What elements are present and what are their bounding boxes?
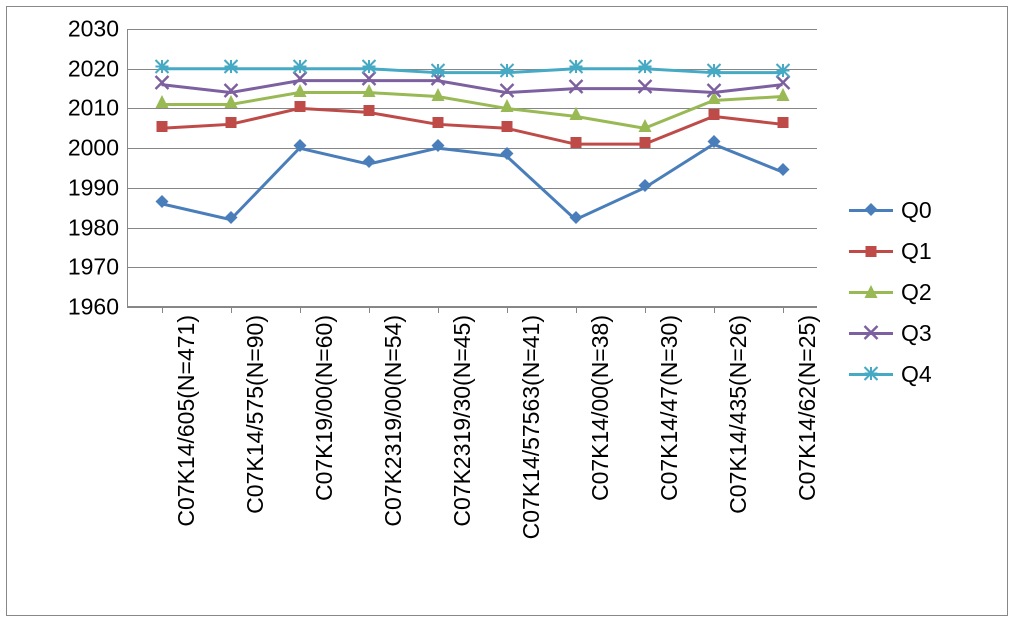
xtick-label: C07K14/47(N=30): [656, 315, 683, 501]
xtick-label: C07K14/605(N=471): [173, 315, 200, 527]
xtick-mark: [507, 307, 508, 313]
legend-label: Q1: [901, 238, 932, 265]
legend-item-Q2: Q2: [849, 279, 932, 306]
legend-marker-icon: [866, 244, 877, 262]
legend-item-Q1: Q1: [849, 238, 932, 265]
xtick-label: C07K14/435(N=26): [725, 315, 752, 514]
xtick-mark: [231, 307, 232, 313]
ytick-label: 1990: [68, 174, 127, 201]
xtick-mark: [783, 307, 784, 313]
marker-Q4: [224, 60, 237, 78]
legend-item-Q0: Q0: [849, 197, 932, 224]
ytick-label: 2030: [68, 16, 127, 43]
ytick-label: 2010: [68, 95, 127, 122]
marker-Q4: [500, 64, 513, 82]
xtick-label: C07K14/57563(N=41): [518, 315, 545, 539]
xtick-label: C07K2319/30(N=45): [449, 315, 476, 527]
xtick-label: C07K19/00(N=60): [311, 315, 338, 501]
chart-legend: Q0 Q1 Q2 Q3 Q4: [849, 197, 932, 402]
xtick-mark: [300, 307, 301, 313]
legend-marker-icon: [865, 326, 878, 344]
legend-line-icon: [849, 291, 893, 294]
legend-line-icon: [849, 373, 893, 376]
legend-marker-icon: [865, 203, 878, 221]
xtick-label: C07K14/575(N=90): [242, 315, 269, 514]
legend-item-Q3: Q3: [849, 320, 932, 347]
xtick-label: C07K14/62(N=25): [794, 315, 821, 501]
marker-Q4: [362, 60, 375, 78]
marker-Q4: [155, 60, 168, 78]
ytick-label: 2020: [68, 55, 127, 82]
ytick-label: 2000: [68, 135, 127, 162]
legend-label: Q0: [901, 197, 932, 224]
ytick-label: 1960: [68, 294, 127, 321]
legend-item-Q4: Q4: [849, 361, 932, 388]
marker-Q4: [293, 60, 306, 78]
legend-label: Q3: [901, 320, 932, 347]
xtick-mark: [438, 307, 439, 313]
marker-Q4: [569, 60, 582, 78]
plot-area: 19601970198019902000201020202030C07K14/6…: [127, 29, 817, 307]
chart-frame: 1960 1970 1980 1990 2000 2010 2020 2030 C07K14/6…: [6, 6, 1008, 616]
marker-Q4: [431, 64, 444, 82]
legend-label: Q4: [901, 361, 932, 388]
marker-Q4: [707, 64, 720, 82]
legend-line-icon: [849, 332, 893, 335]
legend-marker-icon: [865, 367, 878, 385]
legend-line-icon: [849, 250, 893, 253]
xtick-label: C07K2319/00(N=54): [380, 315, 407, 527]
xtick-mark: [162, 307, 163, 313]
ytick-label: 1970: [68, 254, 127, 281]
legend-marker-icon: [865, 285, 878, 303]
xtick-mark: [576, 307, 577, 313]
marker-Q4: [776, 64, 789, 82]
legend-line-icon: [849, 209, 893, 212]
xtick-mark: [714, 307, 715, 313]
ytick-label: 1980: [68, 214, 127, 241]
xtick-mark: [369, 307, 370, 313]
marker-Q4: [638, 60, 651, 78]
xtick-mark: [645, 307, 646, 313]
xtick-label: C07K14/00(N=38): [587, 315, 614, 501]
legend-label: Q2: [901, 279, 932, 306]
